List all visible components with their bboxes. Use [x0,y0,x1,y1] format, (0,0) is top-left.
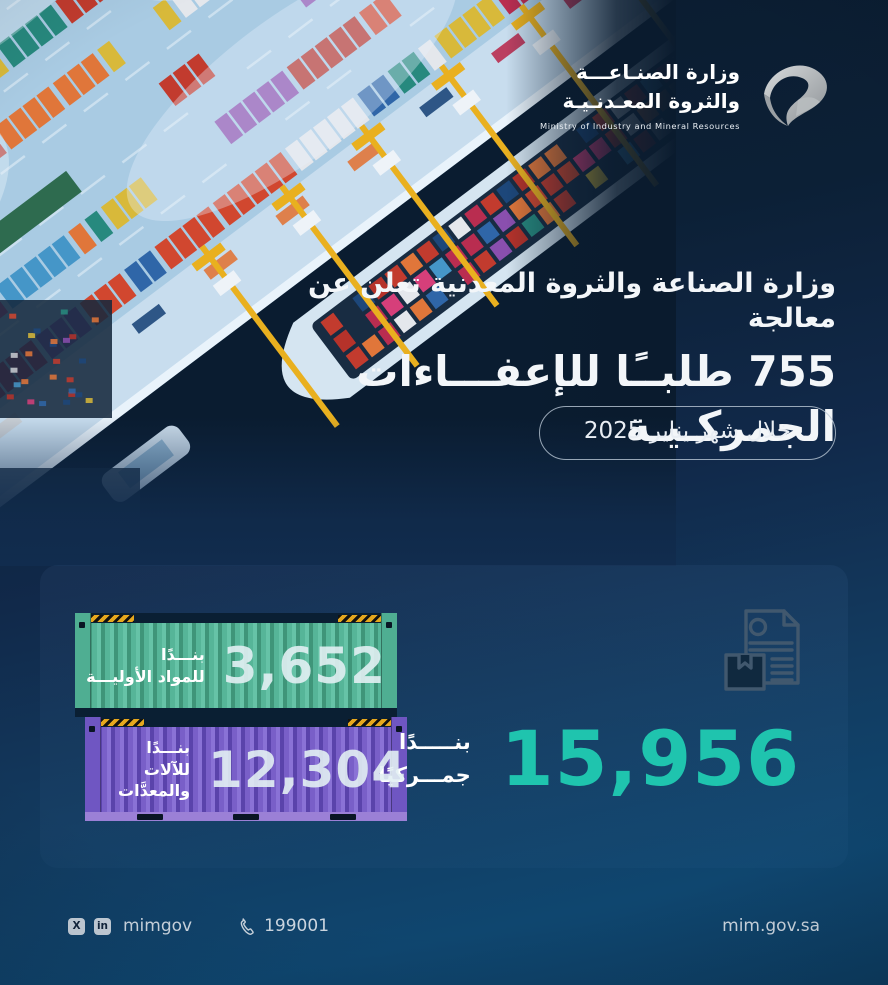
raw-materials-container: 3,652 بنـــدًا للمواد الأوليـــة [75,613,397,717]
container-end-cap [381,613,397,717]
total-customs-items: 15,956 بنـــــدًا جمـــركيًا [378,721,800,797]
container-top-rail [75,613,397,623]
ministry-logo-text: وزارة الصنـاعـــة والثروة المعـدنـيـة Mi… [540,58,740,131]
machinery-label: بنـــدًا للآلات والمعدَّات [118,738,191,801]
rail-slot [329,813,356,820]
container-top-rail [85,717,407,727]
hazard-stripe [348,718,392,726]
announcement-headline: وزارة الصناعة والثروة المعدنية تعلن عن م… [276,266,836,454]
footer: X in mimgov 199001 mim.gov.sa [0,905,888,947]
headline-line2: 755 طلبــًا للإعفـــاءات الجمركـيـة [356,347,836,451]
total-value: 15,956 [500,714,800,803]
container-body: 12,304 بنـــدًا للآلات والمعدَّات [85,727,407,812]
total-label: بنـــــدًا جمـــركيًا [378,730,471,787]
raw-materials-value: 3,652 [222,636,386,695]
linkedin-icon: in [94,917,111,935]
x-twitter-icon: X [68,917,85,935]
headline-line1: وزارة الصناعة والثروة المعدنية تعلن عن م… [307,268,836,335]
container-body: 3,652 بنـــدًا للمواد الأوليـــة [75,623,397,708]
hazard-stripe [100,718,144,726]
port-aerial-photo [0,0,676,566]
machinery-value: 12,304 [208,740,407,799]
rail-slot [136,813,163,820]
ministry-ribbon-icon [764,65,827,126]
container-bottom-rail [75,708,397,717]
website-url: mim.gov.sa [722,916,820,936]
customs-document-icon [724,609,800,691]
social-handle: mimgov [123,916,193,936]
footer-contact-group: X in mimgov 199001 [68,916,329,936]
period-badge: خلال شهر يناير 2025 [538,406,836,460]
container-end-cap [85,717,101,821]
machinery-container: 12,304 بنـــدًا للآلات والمعدَّات [85,717,407,821]
raw-materials-label: بنـــدًا للمواد الأوليـــة [86,644,205,686]
hazard-stripe [338,614,382,622]
container-bottom-rail [85,812,407,821]
container-end-cap [75,613,91,717]
stats-card: 3,652 بنـــدًا للمواد الأوليـــة 12,304 [40,565,848,868]
ministry-name-ar-line2: والثروة المعـدنـيـة [562,88,740,113]
ministry-logo: وزارة الصنـاعـــة والثروة المعـدنـيـة Mi… [540,52,836,136]
hazard-stripe [90,614,134,622]
phone-number: 199001 [264,916,330,936]
container-end-cap [391,717,407,821]
ministry-name-en: Ministry of Industry and Mineral Resourc… [540,120,740,131]
rail-slot [233,813,260,820]
phone-icon [240,917,254,935]
ministry-name-ar-line1: وزارة الصنـاعـــة [576,59,740,84]
phone-group: 199001 [237,916,329,936]
